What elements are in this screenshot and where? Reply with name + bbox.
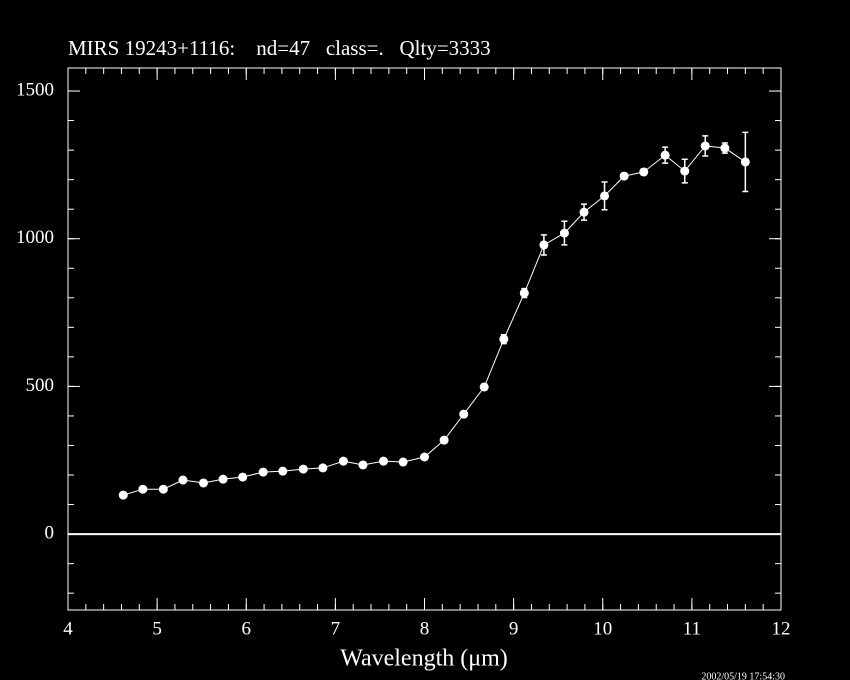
data-point bbox=[639, 167, 649, 177]
data-point bbox=[338, 456, 348, 466]
x-tick-label: 7 bbox=[331, 618, 341, 639]
data-point bbox=[298, 464, 308, 474]
x-tick-label: 6 bbox=[242, 618, 252, 639]
data-point bbox=[278, 466, 288, 476]
x-tick-label: 5 bbox=[152, 618, 162, 639]
data-point bbox=[198, 478, 208, 488]
y-tick-label: 0 bbox=[45, 522, 55, 543]
chart-title: MIRS 19243+1116: nd=47 class=. Qlty=3333 bbox=[68, 36, 491, 60]
data-point bbox=[258, 467, 268, 477]
x-tick-label: 10 bbox=[593, 618, 612, 639]
data-point bbox=[358, 460, 368, 470]
data-point bbox=[238, 472, 248, 482]
data-point bbox=[559, 228, 569, 238]
x-tick-label: 11 bbox=[683, 618, 701, 639]
data-point bbox=[539, 240, 549, 250]
x-axis-label: Wavelength (μm) bbox=[340, 646, 508, 672]
y-tick-label: 1500 bbox=[16, 79, 54, 100]
x-tick-label: 8 bbox=[420, 618, 430, 639]
data-point bbox=[118, 490, 128, 500]
data-point bbox=[379, 456, 389, 466]
y-tick-label: 500 bbox=[26, 375, 55, 396]
data-point bbox=[178, 475, 188, 485]
data-point bbox=[479, 382, 489, 392]
data-point bbox=[398, 457, 408, 467]
data-point bbox=[660, 150, 670, 160]
data-point bbox=[158, 484, 168, 494]
timestamp: 2002/05/19 17:54:30 bbox=[701, 671, 785, 680]
data-point bbox=[619, 171, 629, 181]
data-point bbox=[499, 334, 509, 344]
data-point bbox=[680, 166, 690, 176]
data-point bbox=[700, 141, 710, 151]
data-point bbox=[740, 157, 750, 167]
data-point bbox=[439, 435, 449, 445]
data-point bbox=[459, 409, 469, 419]
data-point bbox=[218, 474, 228, 484]
data-point bbox=[579, 207, 589, 217]
data-point bbox=[318, 463, 328, 473]
data-point bbox=[420, 452, 429, 462]
x-tick-label: 4 bbox=[63, 618, 73, 639]
data-point bbox=[519, 288, 529, 298]
y-tick-label: 1000 bbox=[16, 227, 54, 248]
data-point bbox=[138, 484, 148, 494]
x-tick-label: 9 bbox=[509, 618, 519, 639]
x-tick-label: 12 bbox=[772, 618, 791, 639]
data-point bbox=[600, 191, 610, 201]
data-point bbox=[720, 143, 730, 153]
